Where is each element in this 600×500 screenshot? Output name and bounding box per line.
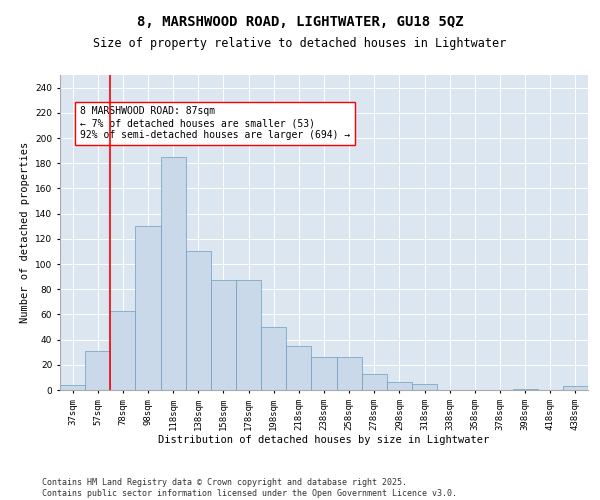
Bar [362, 374, 387, 390]
Bar [136, 226, 161, 390]
Bar [387, 382, 412, 390]
Bar [412, 384, 437, 390]
Bar [211, 280, 236, 390]
Y-axis label: Number of detached properties: Number of detached properties [20, 142, 29, 323]
Bar [286, 346, 311, 390]
Text: 8 MARSHWOOD ROAD: 87sqm
← 7% of detached houses are smaller (53)
92% of semi-det: 8 MARSHWOOD ROAD: 87sqm ← 7% of detached… [80, 106, 350, 140]
Text: 8, MARSHWOOD ROAD, LIGHTWATER, GU18 5QZ: 8, MARSHWOOD ROAD, LIGHTWATER, GU18 5QZ [137, 15, 463, 29]
Text: Size of property relative to detached houses in Lightwater: Size of property relative to detached ho… [94, 38, 506, 51]
Bar [186, 252, 211, 390]
Bar [60, 385, 85, 390]
Text: Contains HM Land Registry data © Crown copyright and database right 2025.
Contai: Contains HM Land Registry data © Crown c… [42, 478, 457, 498]
Bar [161, 157, 186, 390]
Bar [236, 280, 261, 390]
Bar [337, 357, 362, 390]
Bar [85, 351, 110, 390]
Bar [311, 357, 337, 390]
Bar [563, 386, 588, 390]
Bar [512, 388, 538, 390]
X-axis label: Distribution of detached houses by size in Lightwater: Distribution of detached houses by size … [158, 436, 490, 446]
Bar [110, 310, 136, 390]
Bar [261, 327, 286, 390]
